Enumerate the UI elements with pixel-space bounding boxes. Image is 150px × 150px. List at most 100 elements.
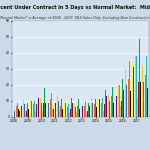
Bar	[14, 111, 15, 117]
Bar	[53, 109, 54, 117]
Bar	[45, 103, 46, 117]
Bar	[136, 75, 137, 117]
Bar	[118, 85, 119, 117]
Bar	[102, 98, 103, 117]
Bar	[21, 106, 22, 117]
Bar	[36, 104, 37, 117]
Bar	[38, 98, 39, 117]
Bar	[147, 88, 148, 117]
Bar	[92, 103, 93, 117]
Bar	[62, 109, 63, 117]
Bar	[64, 101, 65, 117]
Bar	[104, 104, 105, 117]
Bar	[82, 106, 83, 117]
Bar	[130, 99, 131, 117]
Bar	[28, 109, 29, 117]
Bar	[128, 79, 129, 117]
Bar	[72, 103, 73, 117]
Bar	[116, 96, 117, 117]
Bar	[74, 104, 75, 117]
Bar	[67, 107, 68, 117]
Bar	[79, 109, 80, 117]
Bar	[65, 103, 66, 117]
Bar	[126, 85, 127, 117]
Bar	[127, 101, 128, 117]
Bar	[68, 104, 69, 117]
Bar	[16, 106, 17, 117]
Bar	[137, 98, 138, 117]
Bar	[113, 103, 114, 117]
Bar	[98, 98, 99, 117]
Bar	[140, 61, 141, 117]
Bar	[51, 93, 52, 117]
Bar	[69, 112, 70, 117]
Bar	[120, 106, 121, 117]
Bar	[125, 69, 126, 117]
Bar	[35, 107, 36, 117]
Bar	[87, 111, 88, 117]
Bar	[25, 111, 26, 117]
Bar	[13, 109, 14, 117]
Bar	[115, 96, 116, 117]
Bar	[33, 104, 34, 117]
Bar	[95, 99, 96, 117]
Bar	[105, 90, 106, 117]
Bar	[60, 106, 61, 117]
Bar	[40, 98, 41, 117]
Bar	[70, 109, 71, 117]
Bar	[129, 61, 130, 117]
Bar	[139, 39, 140, 117]
Bar	[84, 106, 85, 117]
Bar	[59, 109, 60, 117]
Bar	[143, 82, 144, 117]
Text: "Normal Market" is Average of 2004 - 2007. MLS Sales Only, Excluding New Constru: "Normal Market" is Average of 2004 - 200…	[0, 16, 150, 21]
Bar	[96, 107, 97, 117]
Bar	[57, 95, 58, 117]
Bar	[138, 82, 139, 117]
Bar	[75, 107, 76, 117]
Bar	[106, 104, 107, 117]
Bar	[30, 99, 31, 117]
Bar	[122, 79, 123, 117]
Bar	[17, 103, 18, 117]
Bar	[34, 101, 35, 117]
Bar	[42, 111, 43, 117]
Bar	[26, 111, 27, 117]
Bar	[111, 96, 112, 117]
Bar	[94, 104, 95, 117]
Bar	[89, 106, 90, 117]
Bar	[55, 103, 56, 117]
Bar	[71, 103, 72, 117]
Bar	[88, 103, 89, 117]
Bar	[109, 101, 110, 117]
Bar	[27, 103, 28, 117]
Bar	[123, 99, 124, 117]
Bar	[50, 99, 51, 117]
Bar	[146, 56, 147, 117]
Bar	[54, 99, 55, 117]
Bar	[119, 85, 120, 117]
Bar	[44, 88, 45, 117]
Bar	[101, 103, 102, 117]
Bar	[48, 103, 49, 117]
Bar	[121, 101, 122, 117]
Bar	[85, 101, 86, 117]
Text: Additional Percent Under Contract in 5 Days vs Normal Market:  Mid-Sized Houses: Additional Percent Under Contract in 5 D…	[0, 4, 150, 9]
Bar	[108, 95, 109, 117]
Bar	[47, 101, 48, 117]
Bar	[77, 106, 78, 117]
Bar	[37, 98, 38, 117]
Bar	[58, 101, 59, 117]
Bar	[112, 88, 113, 117]
Bar	[24, 104, 25, 117]
Bar	[91, 98, 92, 117]
Bar	[78, 99, 79, 117]
Bar	[20, 107, 21, 117]
Bar	[145, 75, 146, 117]
Bar	[52, 109, 53, 117]
Bar	[81, 106, 82, 117]
Bar	[18, 112, 19, 117]
Bar	[86, 112, 87, 117]
Bar	[103, 111, 104, 117]
Bar	[132, 61, 133, 117]
